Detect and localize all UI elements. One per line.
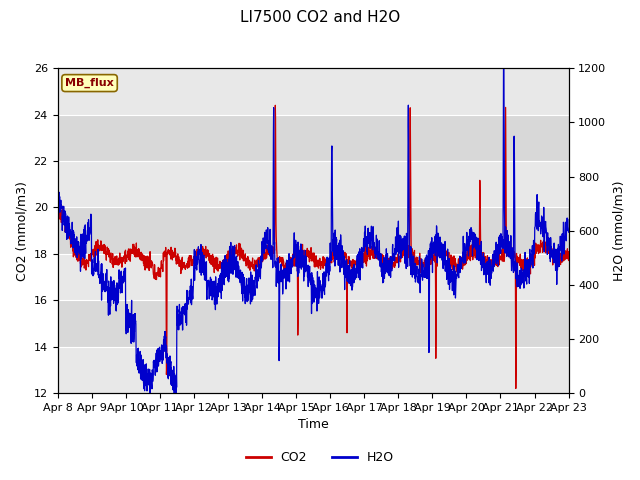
Bar — [58, 68, 568, 115]
Text: LI7500 CO2 and H2O: LI7500 CO2 and H2O — [240, 10, 400, 24]
Bar — [58, 300, 568, 347]
Bar — [58, 161, 568, 207]
Bar — [58, 207, 568, 254]
X-axis label: Time: Time — [298, 419, 328, 432]
Legend: CO2, H2O: CO2, H2O — [241, 446, 399, 469]
Bar — [58, 254, 568, 300]
Y-axis label: CO2 (mmol/m3): CO2 (mmol/m3) — [15, 181, 28, 281]
Bar — [58, 347, 568, 393]
Bar — [58, 115, 568, 161]
Y-axis label: H2O (mmol/m3): H2O (mmol/m3) — [612, 180, 625, 281]
Text: MB_flux: MB_flux — [65, 78, 114, 88]
